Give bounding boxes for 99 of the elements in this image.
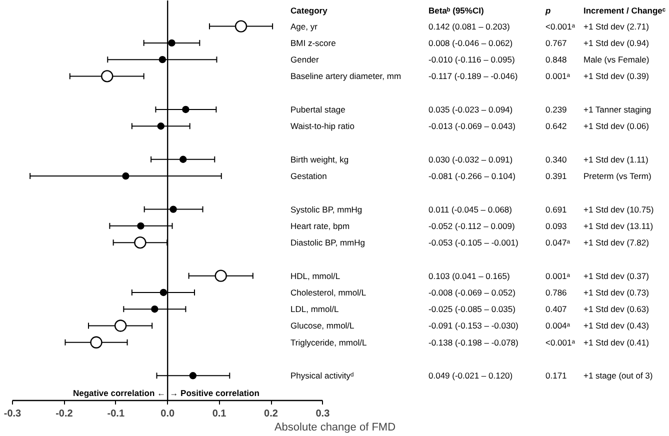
- y-tick-label: Cholesterol, mmol/L: [290, 287, 366, 298]
- text: 0.001ᵃ: [546, 71, 571, 82]
- text: -0.091 (-0.153 – -0.030): [428, 320, 518, 331]
- point: [101, 70, 114, 82]
- text: 0.239: [546, 104, 568, 114]
- text: -0.010 (-0.116 – 0.095): [428, 54, 515, 65]
- text: -0.013 (-0.069 – 0.043): [428, 121, 516, 132]
- y-tick-label: Triglyceride, mmol/L: [290, 337, 367, 348]
- text: 0.391: [546, 171, 568, 182]
- text: -0.138 (-0.198 – -0.078): [428, 337, 518, 348]
- x-axis-title: Absolute change of FMD: [274, 422, 396, 434]
- text: Male (vs Female): [584, 54, 650, 65]
- text: Betaᵇ (95%CI): [428, 6, 484, 16]
- text: 0.767: [546, 38, 568, 48]
- point: [158, 56, 166, 64]
- text: 0.030 (-0.032 – 0.091): [428, 154, 513, 164]
- text: +1 Std dev (0.63): [584, 304, 650, 314]
- point: [182, 106, 190, 114]
- y-tick-label: Waist-to-hip ratio: [290, 121, 355, 132]
- text: 0.004ᵃ: [546, 320, 571, 331]
- y-tick-label: Heart rate, bpm: [290, 220, 350, 231]
- y-tick-label: Gender: [290, 54, 320, 65]
- point: [180, 156, 187, 163]
- text: Increment / Changeᶜ: [584, 6, 666, 16]
- annotation: → Positive correlation: [170, 388, 260, 398]
- text: 0.786: [546, 287, 568, 298]
- point: [170, 206, 177, 213]
- x-tick-label: 0.2: [264, 408, 278, 420]
- point: [114, 320, 127, 332]
- text: +1 Std dev (0.43): [584, 320, 650, 331]
- point: [157, 122, 164, 130]
- text: -0.052 (-0.112 – 0.009): [428, 220, 515, 231]
- text: 0.008 (-0.046 – 0.062): [428, 38, 513, 48]
- text: +1 Std dev (0.41): [584, 337, 650, 348]
- x-tick-label: -0.2: [56, 408, 74, 420]
- point: [168, 39, 176, 47]
- y-tick-label: Physical activityᵈ: [290, 370, 354, 381]
- text: +1 Std dev (1.11): [584, 154, 648, 164]
- text: Preterm (vs Term): [584, 171, 652, 182]
- text: <0.001ᵃ: [546, 21, 576, 32]
- point: [122, 172, 130, 180]
- x-tick-label: -0.1: [107, 408, 125, 420]
- text: +1 Std dev (0.94): [584, 38, 650, 48]
- text: -0.117 (-0.189 – -0.046): [428, 71, 518, 82]
- text: 0.001ᵃ: [546, 270, 571, 281]
- text: 0.848: [546, 54, 568, 65]
- text: -0.081 (-0.266 – 0.104): [428, 171, 516, 182]
- text: +1 Std dev (0.37): [584, 270, 650, 281]
- text: 0.142 (0.081 – 0.203): [428, 21, 510, 32]
- text: 0.171: [546, 370, 568, 381]
- point: [134, 236, 146, 249]
- y-tick-label: BMI z-score: [290, 38, 336, 48]
- text: -0.053 (-0.105 – -0.001): [428, 238, 518, 248]
- x-tick-label: 0.3: [316, 408, 330, 420]
- text: +1 Std dev (2.71): [584, 21, 650, 32]
- text: +1 Std dev (0.73): [584, 287, 650, 298]
- text: +1 Std dev (0.39): [584, 71, 650, 82]
- text: 0.407: [546, 304, 568, 314]
- point: [137, 222, 144, 230]
- text: +1 Std dev (10.75): [584, 204, 654, 214]
- text: 0.047ᵃ: [546, 238, 571, 248]
- y-tick-label: Systolic BP, mmHg: [290, 204, 362, 214]
- text: +1 Std dev (13.11): [584, 220, 654, 231]
- y-tick-label: Birth weight, kg: [290, 154, 349, 164]
- x-tick-label: 0.1: [212, 408, 227, 420]
- text: +1 stage (out of 3): [584, 370, 653, 381]
- text: 0.642: [546, 121, 568, 132]
- text: +1 Std dev (0.06): [584, 121, 650, 132]
- y-tick-label: Baseline artery diameter, mm: [290, 71, 402, 82]
- text: 0.035 (-0.023 – 0.094): [428, 104, 513, 114]
- point: [90, 336, 102, 348]
- point: [189, 372, 197, 380]
- annotation: Category: [290, 6, 328, 16]
- point: [151, 306, 158, 313]
- text: 0.340: [546, 154, 568, 164]
- y-tick-label: Glucose, mmol/L: [290, 320, 355, 331]
- text: -0.008 (-0.069 – 0.052): [428, 287, 516, 298]
- x-tick-label: -0.3: [4, 408, 22, 420]
- text: 0.093: [546, 220, 568, 231]
- text: 0.049 (-0.021 – 0.120): [428, 370, 513, 381]
- y-tick-label: Diastolic BP, mmHg: [290, 238, 366, 248]
- x-tick-label: 0.0: [160, 408, 175, 420]
- text: 0.011 (-0.045 – 0.068): [428, 204, 512, 214]
- y-tick-label: Age, yr: [290, 21, 318, 32]
- text: 0.691: [546, 204, 568, 214]
- point: [234, 20, 248, 32]
- text: -0.025 (-0.085 – 0.035): [428, 304, 516, 314]
- y-tick-label: HDL, mmol/L: [290, 270, 340, 281]
- text: <0.001ᵃ: [546, 337, 576, 348]
- annotation: Negative correlation ←: [72, 388, 166, 398]
- y-tick-label: Gestation: [290, 171, 328, 182]
- text: p: [544, 6, 551, 16]
- point: [214, 270, 227, 282]
- text: 0.103 (0.041 – 0.165): [428, 270, 510, 281]
- y-tick-label: LDL, mmol/L: [290, 304, 339, 314]
- y-tick-label: Pubertal stage: [290, 104, 346, 114]
- point: [160, 288, 168, 296]
- text: +1 Std dev (7.82): [584, 238, 650, 248]
- text: +1 Tanner staging: [584, 104, 652, 114]
